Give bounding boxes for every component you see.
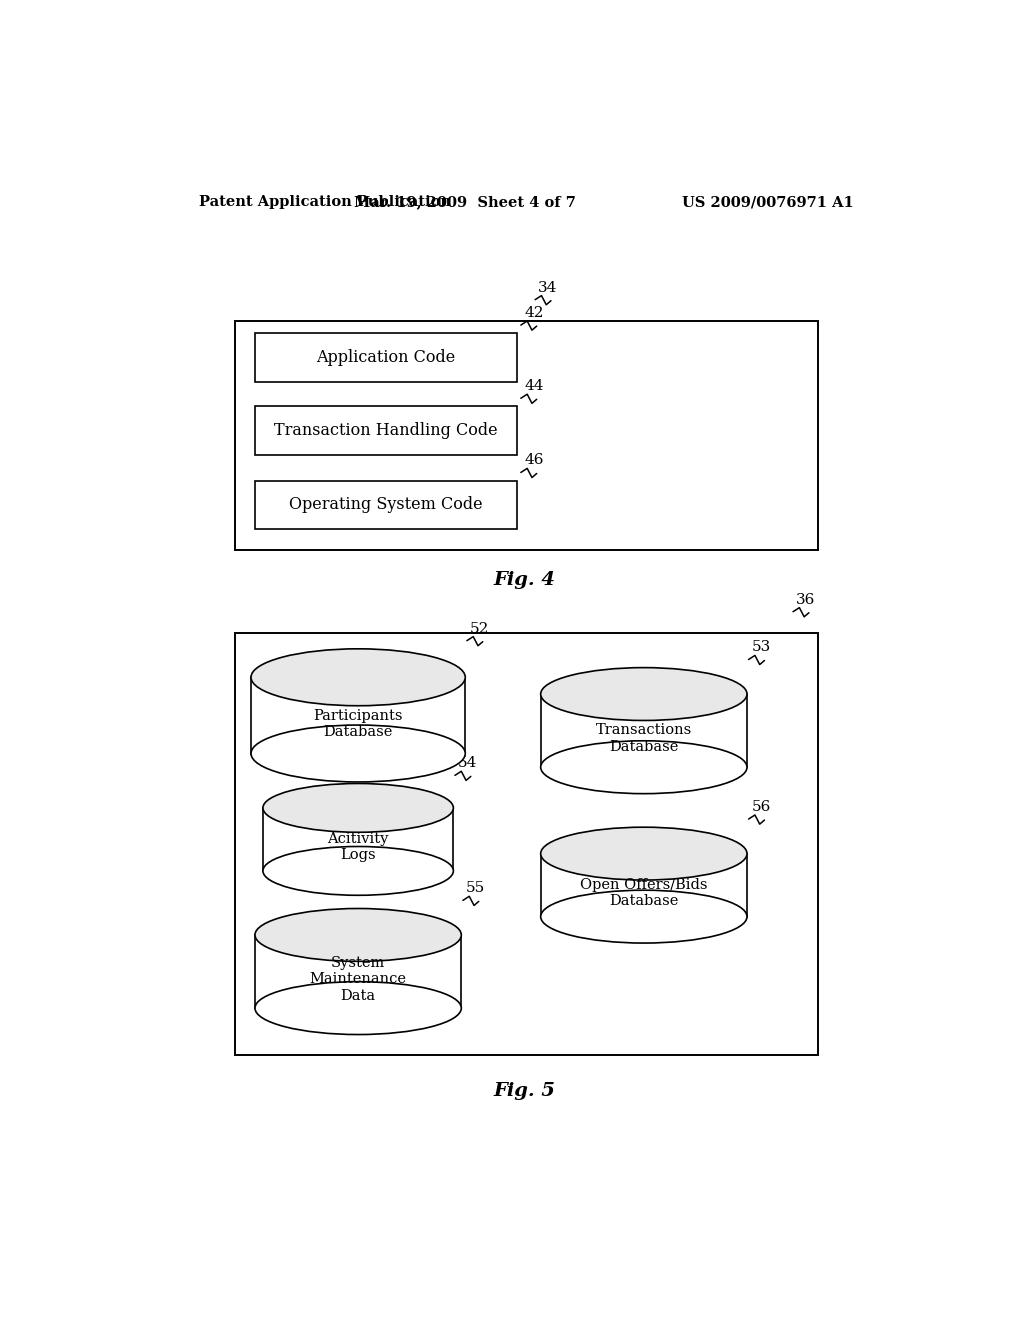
Text: Acitivity
Logs: Acitivity Logs bbox=[328, 832, 389, 862]
Bar bbox=[236, 634, 818, 1055]
Ellipse shape bbox=[541, 890, 748, 942]
Text: Application Code: Application Code bbox=[316, 348, 456, 366]
Ellipse shape bbox=[255, 982, 461, 1035]
Text: US 2009/0076971 A1: US 2009/0076971 A1 bbox=[682, 195, 854, 209]
Text: Mar. 19, 2009  Sheet 4 of 7: Mar. 19, 2009 Sheet 4 of 7 bbox=[354, 195, 577, 209]
Text: 52: 52 bbox=[470, 622, 489, 636]
Text: Operating System Code: Operating System Code bbox=[289, 496, 482, 513]
Ellipse shape bbox=[541, 741, 748, 793]
Text: 42: 42 bbox=[524, 306, 544, 319]
Text: Fig. 5: Fig. 5 bbox=[494, 1082, 556, 1101]
Ellipse shape bbox=[541, 828, 748, 880]
Text: 54: 54 bbox=[458, 756, 477, 771]
Text: Open Offers/Bids
Database: Open Offers/Bids Database bbox=[580, 878, 708, 908]
Bar bbox=[251, 677, 465, 754]
Text: Patent Application Publication: Patent Application Publication bbox=[200, 195, 452, 209]
Bar bbox=[236, 321, 818, 549]
Text: 36: 36 bbox=[797, 593, 815, 607]
Text: 55: 55 bbox=[466, 882, 485, 895]
Bar bbox=[255, 407, 517, 455]
Bar bbox=[255, 333, 517, 381]
Ellipse shape bbox=[263, 784, 454, 833]
Bar bbox=[255, 480, 517, 529]
Text: 44: 44 bbox=[524, 379, 544, 393]
Text: System
Maintenance
Data: System Maintenance Data bbox=[309, 956, 407, 1003]
Bar bbox=[263, 808, 454, 871]
Text: 56: 56 bbox=[752, 800, 771, 814]
Text: Participants
Database: Participants Database bbox=[313, 709, 402, 739]
Text: 53: 53 bbox=[752, 640, 771, 655]
Text: 34: 34 bbox=[539, 281, 558, 294]
Ellipse shape bbox=[541, 668, 748, 721]
Text: Transactions
Database: Transactions Database bbox=[596, 723, 692, 754]
Text: Fig. 4: Fig. 4 bbox=[494, 572, 556, 589]
Text: Transaction Handling Code: Transaction Handling Code bbox=[274, 422, 498, 440]
Ellipse shape bbox=[251, 725, 465, 781]
Bar bbox=[255, 935, 461, 1008]
Bar bbox=[541, 854, 748, 916]
Text: 46: 46 bbox=[524, 453, 544, 467]
Ellipse shape bbox=[263, 846, 454, 895]
Ellipse shape bbox=[251, 649, 465, 706]
Bar bbox=[541, 694, 748, 767]
Ellipse shape bbox=[255, 908, 461, 961]
